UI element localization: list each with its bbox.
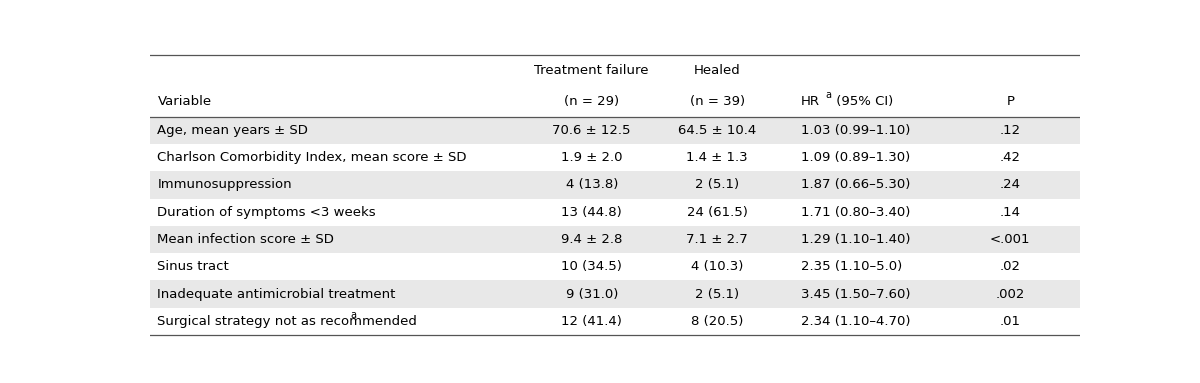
Text: 1.29 (1.10–1.40): 1.29 (1.10–1.40) [802, 233, 911, 246]
Text: 8 (20.5): 8 (20.5) [691, 315, 744, 328]
Bar [150, 171, 1080, 198]
Text: 12 (41.4): 12 (41.4) [562, 315, 622, 328]
Text: 9 (31.0): 9 (31.0) [565, 288, 618, 301]
Text: 2 (5.1): 2 (5.1) [695, 288, 739, 301]
Text: Age, mean years ± SD: Age, mean years ± SD [157, 124, 308, 137]
Bar [150, 117, 1080, 144]
Text: 13 (44.8): 13 (44.8) [562, 206, 622, 219]
Bar [150, 226, 1080, 253]
Text: 7.1 ± 2.7: 7.1 ± 2.7 [686, 233, 748, 246]
Text: 64.5 ± 10.4: 64.5 ± 10.4 [678, 124, 756, 137]
Text: <.001: <.001 [990, 233, 1031, 246]
Text: 2 (5.1): 2 (5.1) [695, 178, 739, 192]
Text: 1.87 (0.66–5.30): 1.87 (0.66–5.30) [802, 178, 911, 192]
Text: .14: .14 [1000, 206, 1021, 219]
Text: .01: .01 [1000, 315, 1021, 328]
Text: Inadequate antimicrobial treatment: Inadequate antimicrobial treatment [157, 288, 396, 301]
Text: 4 (10.3): 4 (10.3) [691, 260, 744, 273]
Text: Sinus tract: Sinus tract [157, 260, 229, 273]
Text: a: a [350, 310, 356, 320]
Text: 24 (61.5): 24 (61.5) [686, 206, 748, 219]
Text: 10 (34.5): 10 (34.5) [562, 260, 622, 273]
Text: .02: .02 [1000, 260, 1021, 273]
Text: 2.35 (1.10–5.0): 2.35 (1.10–5.0) [802, 260, 902, 273]
Text: P: P [1007, 95, 1014, 108]
Text: 1.03 (0.99–1.10): 1.03 (0.99–1.10) [802, 124, 911, 137]
Text: (n = 29): (n = 29) [564, 95, 619, 108]
Text: .42: .42 [1000, 151, 1021, 164]
Text: (95% CI): (95% CI) [832, 95, 893, 108]
Text: 1.4 ± 1.3: 1.4 ± 1.3 [686, 151, 748, 164]
Text: 9.4 ± 2.8: 9.4 ± 2.8 [562, 233, 623, 246]
Text: 1.9 ± 2.0: 1.9 ± 2.0 [562, 151, 623, 164]
Text: .24: .24 [1000, 178, 1021, 192]
Text: Mean infection score ± SD: Mean infection score ± SD [157, 233, 335, 246]
Text: 1.71 (0.80–3.40): 1.71 (0.80–3.40) [802, 206, 911, 219]
Text: Duration of symptoms <3 weeks: Duration of symptoms <3 weeks [157, 206, 376, 219]
Text: Healed: Healed [694, 64, 740, 77]
Text: 1.09 (0.89–1.30): 1.09 (0.89–1.30) [802, 151, 911, 164]
Text: Variable: Variable [157, 95, 211, 108]
Text: .002: .002 [996, 288, 1025, 301]
Text: (n = 39): (n = 39) [690, 95, 745, 108]
Text: 2.34 (1.10–4.70): 2.34 (1.10–4.70) [802, 315, 911, 328]
Text: Charlson Comorbidity Index, mean score ± SD: Charlson Comorbidity Index, mean score ±… [157, 151, 467, 164]
Text: HR: HR [802, 95, 820, 108]
Text: a: a [826, 90, 832, 100]
Text: Immunosuppression: Immunosuppression [157, 178, 292, 192]
Text: 3.45 (1.50–7.60): 3.45 (1.50–7.60) [802, 288, 911, 301]
Bar [150, 280, 1080, 308]
Text: .12: .12 [1000, 124, 1021, 137]
Text: Surgical strategy not as recommended: Surgical strategy not as recommended [157, 315, 418, 328]
Text: 70.6 ± 12.5: 70.6 ± 12.5 [552, 124, 631, 137]
Text: 4 (13.8): 4 (13.8) [565, 178, 618, 192]
Text: Treatment failure: Treatment failure [534, 64, 649, 77]
